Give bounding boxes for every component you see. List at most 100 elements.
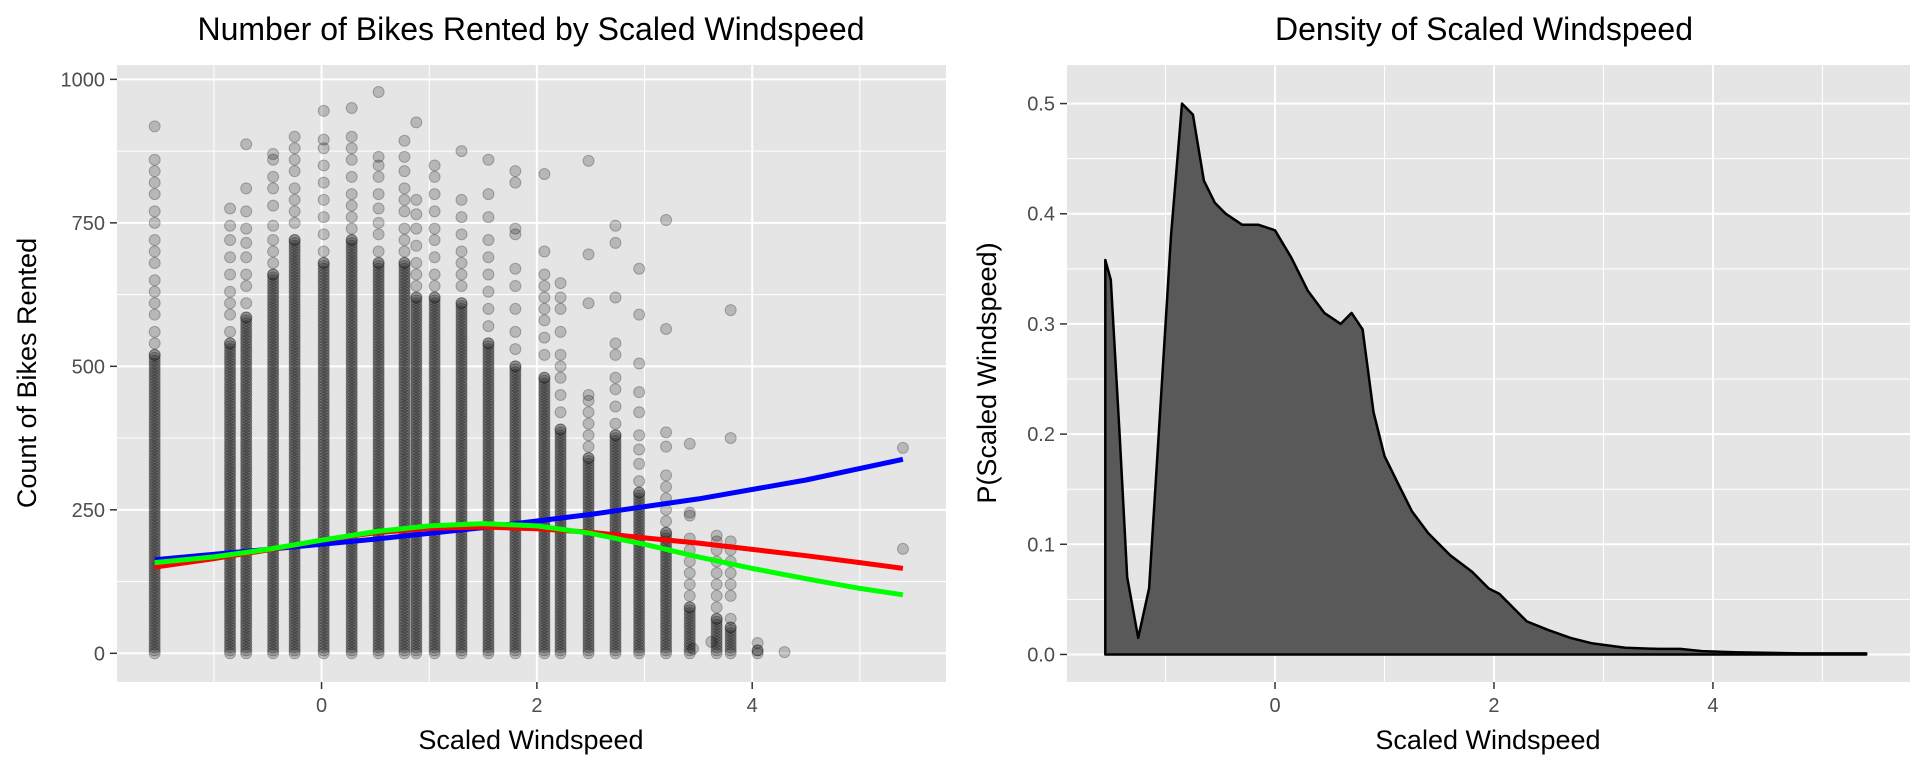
data-point <box>345 274 358 287</box>
y-tick-label: 0.1 <box>1027 534 1055 556</box>
data-point <box>660 604 673 617</box>
data-point <box>240 607 253 620</box>
data-point <box>398 317 411 330</box>
data-point <box>509 463 522 476</box>
data-point <box>317 644 330 657</box>
data-point <box>428 475 441 488</box>
data-point <box>372 279 385 292</box>
data-point <box>398 612 411 625</box>
data-point <box>267 354 280 367</box>
data-point <box>148 512 161 525</box>
data-point <box>267 374 280 387</box>
data-point <box>240 417 253 430</box>
data-point <box>345 102 358 115</box>
data-point <box>455 437 468 450</box>
data-point <box>317 492 330 505</box>
data-point <box>398 386 411 399</box>
data-point <box>428 601 441 614</box>
data-point <box>509 641 522 654</box>
data-point <box>482 509 495 522</box>
data-point <box>345 334 358 347</box>
data-point <box>148 477 161 490</box>
data-point <box>428 291 441 304</box>
data-point <box>317 546 330 559</box>
data-point <box>240 311 253 324</box>
data-point <box>428 291 441 304</box>
data-point <box>317 351 330 364</box>
data-point <box>633 572 646 585</box>
data-point <box>288 271 301 284</box>
data-point <box>482 612 495 625</box>
data-point <box>288 282 301 295</box>
data-point <box>410 116 423 129</box>
data-point <box>751 636 764 649</box>
data-point <box>509 446 522 459</box>
data-point <box>345 472 358 485</box>
data-point <box>148 506 161 519</box>
data-point <box>345 348 358 361</box>
data-point <box>345 277 358 290</box>
data-point <box>509 403 522 416</box>
data-point <box>482 601 495 614</box>
data-point <box>582 609 595 622</box>
data-point <box>224 561 237 574</box>
data-point <box>609 638 622 651</box>
data-point <box>288 400 301 413</box>
data-point <box>410 348 423 361</box>
data-point <box>398 509 411 522</box>
data-point <box>317 386 330 399</box>
data-point <box>288 193 301 206</box>
data-point <box>482 555 495 568</box>
data-point <box>267 601 280 614</box>
data-point <box>410 383 423 396</box>
data-point <box>398 552 411 565</box>
data-point <box>455 325 468 338</box>
data-point <box>538 377 551 390</box>
data-point <box>428 449 441 462</box>
data-point <box>267 592 280 605</box>
data-point <box>148 500 161 513</box>
data-point <box>372 584 385 597</box>
data-point <box>482 546 495 559</box>
data-point <box>372 354 385 367</box>
data-point <box>345 635 358 648</box>
data-point <box>240 500 253 513</box>
data-point <box>224 423 237 436</box>
data-point <box>509 377 522 390</box>
data-point <box>509 632 522 645</box>
data-point <box>317 483 330 496</box>
data-point <box>428 394 441 407</box>
data-point <box>455 627 468 640</box>
data-point <box>582 543 595 556</box>
data-point <box>554 452 567 465</box>
data-point <box>288 552 301 565</box>
data-point <box>538 469 551 482</box>
data-point <box>582 644 595 657</box>
data-point <box>345 521 358 534</box>
data-point <box>554 495 567 508</box>
data-point <box>482 357 495 370</box>
data-point <box>582 632 595 645</box>
data-point <box>148 397 161 410</box>
data-point <box>240 564 253 577</box>
data-point <box>538 538 551 551</box>
data-point <box>398 420 411 433</box>
data-point <box>345 506 358 519</box>
data-point <box>455 538 468 551</box>
data-point <box>345 443 358 456</box>
data-point <box>398 500 411 513</box>
data-point <box>345 512 358 525</box>
data-point <box>509 383 522 396</box>
data-point <box>398 472 411 485</box>
data-point <box>428 564 441 577</box>
data-point <box>609 641 622 654</box>
data-point <box>609 572 622 585</box>
data-point <box>224 429 237 442</box>
data-point <box>482 472 495 485</box>
data-point <box>428 566 441 579</box>
data-point <box>398 165 411 178</box>
data-point <box>345 391 358 404</box>
data-point <box>345 271 358 284</box>
data-point <box>267 291 280 304</box>
data-point <box>372 621 385 634</box>
